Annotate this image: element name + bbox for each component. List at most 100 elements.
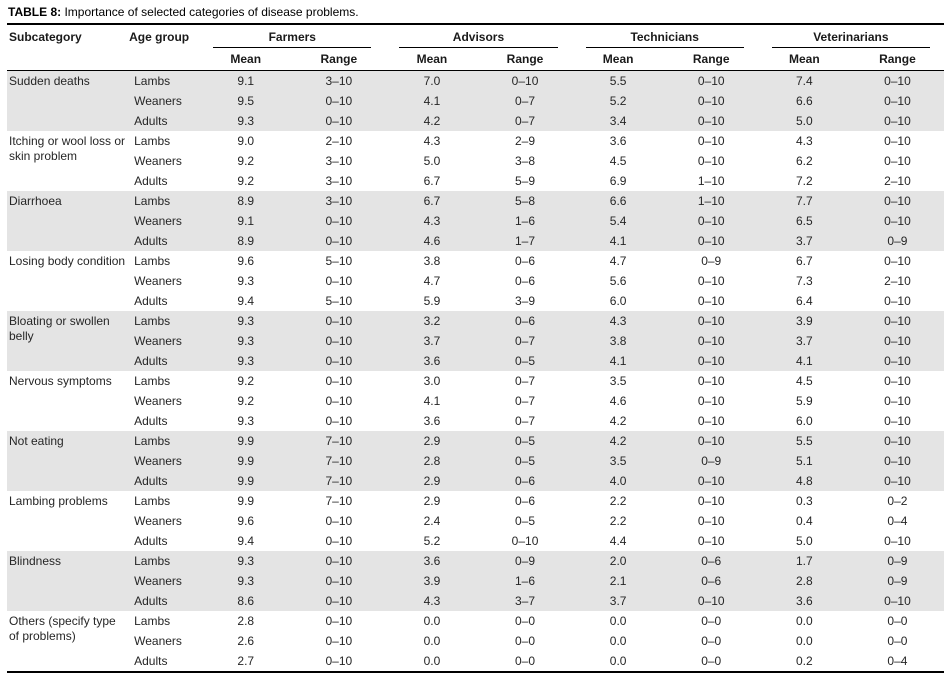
range-cell: 0–10 (697, 294, 725, 308)
range-cell: 5–8 (478, 191, 572, 211)
range-cell: 1–6 (478, 211, 572, 231)
mean-cell: 3.2 (385, 311, 479, 331)
mean-cell: 5.4 (571, 211, 665, 231)
table-row: Weaners 9.3 0–10 4.7 0–6 5.6 0–10 7.3 2–10 (7, 271, 944, 291)
mean-cell: 6.2 (795, 154, 813, 168)
mean-cell: 8.6 (199, 591, 293, 611)
mean-cell: 9.2 (237, 394, 255, 408)
age-group-cell: Weaners (127, 331, 200, 351)
age-group-cell: Weaners (127, 91, 200, 111)
group-header-technicians: Technicians (572, 24, 758, 48)
table-row: Adults 9.3 0–10 3.6 0–5 4.1 0–10 4.1 0–10 (7, 351, 944, 371)
range-cell: 0–10 (664, 111, 758, 131)
range-cell: 0–9 (850, 231, 944, 251)
range-cell: 0–9 (478, 551, 572, 571)
range-cell: 0–5 (515, 514, 536, 528)
range-cell: 0–10 (292, 571, 386, 591)
table-row: Weaners 9.2 3–10 5.0 3–8 4.5 0–10 6.2 0–10 (7, 151, 944, 171)
range-cell: 0–10 (884, 294, 911, 308)
mean-cell: 9.1 (199, 211, 293, 231)
table-row: Lambing problems Lambs 9.9 7–10 2.9 0–6 2.2 0–1… (7, 491, 944, 511)
range-cell: 0–10 (292, 331, 386, 351)
range-cell: 3–8 (515, 154, 536, 168)
range-cell: 0–10 (664, 211, 758, 231)
range-cell: 0–9 (701, 254, 722, 268)
mean-cell: 5.0 (423, 154, 441, 168)
mean-cell: 9.2 (237, 374, 255, 388)
range-cell: 0–10 (850, 91, 944, 111)
subcategory-cell: Sudden deaths (7, 70, 128, 131)
range-cell: 0–4 (887, 514, 908, 528)
mean-cell: 6.7 (423, 174, 441, 188)
mean-cell: 6.6 (757, 91, 851, 111)
age-group-cell: Adults (127, 591, 200, 611)
range-cell: 0–9 (850, 571, 944, 591)
mean-cell: 1.7 (757, 551, 851, 571)
range-cell: 0–10 (884, 134, 911, 148)
range-cell: 0–10 (850, 191, 944, 211)
subheader-technicians-mean: Mean (602, 52, 634, 66)
mean-cell: 3.6 (385, 551, 479, 571)
age-group-cell: Weaners (134, 274, 182, 288)
range-cell: 0–0 (701, 634, 722, 648)
range-cell: 2–10 (884, 174, 911, 188)
subheader-veterinarians-range: Range (879, 52, 916, 66)
range-cell: 0–10 (884, 374, 911, 388)
range-cell: 0–10 (325, 534, 353, 548)
mean-cell: 9.1 (199, 70, 293, 91)
mean-cell: 0.2 (795, 654, 813, 668)
age-group-cell: Lambs (127, 551, 200, 571)
range-cell: 3–9 (515, 294, 536, 308)
range-cell: 0–10 (664, 351, 758, 371)
range-cell: 0–10 (292, 311, 386, 331)
range-cell: 0–10 (292, 111, 386, 131)
table-row: Weaners 9.5 0–10 4.1 0–7 5.2 0–10 6.6 0–10 (7, 91, 944, 111)
range-cell: 0–10 (664, 70, 758, 91)
age-group-cell: Adults (134, 534, 168, 548)
subcategory-cell: Bloating or swollen belly (7, 311, 128, 371)
mean-cell: 3.7 (757, 231, 851, 251)
subheader-farmers-mean: Mean (230, 52, 262, 66)
mean-cell: 4.2 (385, 111, 479, 131)
range-cell: 0–6 (664, 551, 758, 571)
table-row: Sudden deaths Lambs 9.1 3–10 7.0 0–10 5.5 0–10 7… (7, 70, 944, 131)
mean-cell: 5.2 (571, 91, 665, 111)
table-row: Losing body condition Lambs 9.6 5–10 3.8 0–6 4… (7, 251, 944, 271)
range-cell: 0–10 (850, 431, 944, 451)
range-cell: 0–10 (697, 514, 725, 528)
mean-cell: 9.9 (237, 494, 255, 508)
subcategory-cell: Diarrhoea (7, 191, 128, 251)
range-cell: 0–10 (325, 414, 353, 428)
range-cell: 0–6 (515, 494, 536, 508)
subheader-advisors-range: Range (506, 52, 544, 66)
subcategory-cell: Blindness (7, 551, 128, 611)
mean-cell: 9.3 (199, 331, 293, 351)
mean-cell: 9.3 (237, 414, 255, 428)
mean-cell: 3.7 (385, 331, 479, 351)
mean-cell: 0.3 (795, 494, 813, 508)
mean-cell: 8.9 (199, 231, 293, 251)
range-cell: 0–6 (664, 571, 758, 591)
table-row: Itching or wool loss or skin problem Lamb… (7, 131, 944, 163)
mean-cell: 4.4 (609, 534, 627, 548)
mean-cell: 0.0 (423, 634, 441, 648)
subheader-row: Mean Range Mean Range Mean Range Mean Ra… (7, 48, 944, 71)
age-group-cell: Adults (127, 351, 200, 371)
range-cell: 0–10 (292, 591, 386, 611)
range-cell: 0–2 (887, 494, 908, 508)
range-cell: 0–10 (325, 634, 353, 648)
range-cell: 0–0 (701, 614, 722, 628)
age-group-cell: Adults (127, 231, 200, 251)
range-cell: 0–7 (478, 331, 572, 351)
mean-cell: 5.9 (795, 394, 813, 408)
age-group-cell: Weaners (127, 451, 200, 471)
table-row: Weaners 9.3 0–10 3.7 0–7 3.8 0–10 3.7 0–10 (7, 331, 944, 351)
range-cell: 0–10 (478, 70, 572, 91)
age-group-cell: Weaners (134, 394, 182, 408)
table-title-label: TABLE 8: (8, 5, 62, 19)
range-cell: 0–10 (292, 551, 386, 571)
range-cell: 0–10 (697, 534, 725, 548)
mean-cell: 2.6 (237, 634, 255, 648)
range-cell: 0–0 (887, 614, 908, 628)
age-group-cell: Adults (134, 414, 168, 428)
